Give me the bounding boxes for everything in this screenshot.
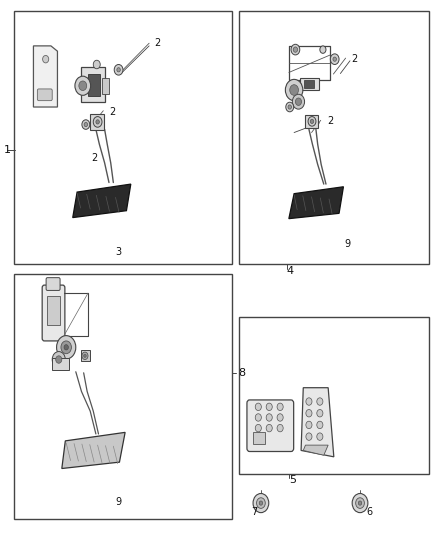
Ellipse shape xyxy=(266,424,272,432)
Bar xyxy=(90,114,104,130)
Ellipse shape xyxy=(317,421,323,429)
Text: 7: 7 xyxy=(252,507,258,517)
Ellipse shape xyxy=(257,498,265,508)
Bar xyxy=(253,432,265,444)
Bar xyxy=(304,80,314,88)
Text: 9: 9 xyxy=(116,497,122,507)
Ellipse shape xyxy=(317,433,323,440)
Polygon shape xyxy=(289,187,343,219)
Ellipse shape xyxy=(56,356,62,364)
Polygon shape xyxy=(303,445,328,455)
Text: 2: 2 xyxy=(155,38,161,48)
Polygon shape xyxy=(73,184,131,217)
Ellipse shape xyxy=(292,94,304,109)
Ellipse shape xyxy=(84,123,88,127)
Bar xyxy=(14,11,232,264)
Ellipse shape xyxy=(82,352,88,360)
Bar xyxy=(102,78,109,94)
FancyBboxPatch shape xyxy=(46,278,60,290)
FancyBboxPatch shape xyxy=(37,89,52,101)
Text: 5: 5 xyxy=(289,475,296,485)
Ellipse shape xyxy=(255,414,261,421)
Polygon shape xyxy=(33,46,57,107)
Ellipse shape xyxy=(306,398,312,405)
Ellipse shape xyxy=(317,398,323,405)
Bar xyxy=(81,67,106,102)
Bar xyxy=(14,274,232,519)
Ellipse shape xyxy=(291,44,300,55)
Ellipse shape xyxy=(310,119,314,124)
Ellipse shape xyxy=(42,55,49,63)
Ellipse shape xyxy=(57,336,76,359)
Ellipse shape xyxy=(255,403,261,410)
Text: 3: 3 xyxy=(116,247,122,257)
Ellipse shape xyxy=(114,64,123,75)
Bar xyxy=(47,296,60,325)
Ellipse shape xyxy=(64,345,68,350)
Text: 8: 8 xyxy=(238,368,245,378)
Ellipse shape xyxy=(306,433,312,440)
Text: 2: 2 xyxy=(351,54,357,64)
Ellipse shape xyxy=(259,501,263,505)
Ellipse shape xyxy=(75,76,91,95)
Text: 9: 9 xyxy=(345,239,351,248)
Text: 6: 6 xyxy=(367,507,373,517)
Ellipse shape xyxy=(286,79,303,101)
Ellipse shape xyxy=(317,409,323,417)
Bar xyxy=(239,11,428,264)
Ellipse shape xyxy=(82,120,90,130)
Ellipse shape xyxy=(277,414,283,421)
Ellipse shape xyxy=(306,409,312,417)
Ellipse shape xyxy=(308,117,316,126)
FancyBboxPatch shape xyxy=(42,285,65,341)
Ellipse shape xyxy=(290,85,298,95)
Ellipse shape xyxy=(306,421,312,429)
Ellipse shape xyxy=(320,46,326,53)
Ellipse shape xyxy=(352,494,368,513)
Bar xyxy=(305,115,318,128)
Ellipse shape xyxy=(293,47,297,52)
Text: 2: 2 xyxy=(109,107,115,117)
Text: 2: 2 xyxy=(92,152,98,163)
Ellipse shape xyxy=(61,341,71,354)
Ellipse shape xyxy=(255,424,261,432)
Ellipse shape xyxy=(330,54,339,64)
Ellipse shape xyxy=(286,102,293,112)
Ellipse shape xyxy=(356,498,364,508)
Ellipse shape xyxy=(52,352,65,368)
Ellipse shape xyxy=(288,105,291,109)
Bar xyxy=(52,359,69,370)
Text: 2: 2 xyxy=(327,116,333,126)
Ellipse shape xyxy=(96,120,99,124)
Bar xyxy=(300,78,319,90)
Ellipse shape xyxy=(93,60,100,69)
Ellipse shape xyxy=(333,57,336,61)
FancyBboxPatch shape xyxy=(247,400,293,451)
Ellipse shape xyxy=(295,98,301,106)
Ellipse shape xyxy=(93,117,102,127)
Ellipse shape xyxy=(84,354,86,358)
Bar xyxy=(239,317,428,474)
Text: 1: 1 xyxy=(4,144,11,155)
Polygon shape xyxy=(62,432,125,469)
Ellipse shape xyxy=(358,501,362,505)
Bar xyxy=(88,74,100,96)
Polygon shape xyxy=(301,387,334,457)
Bar xyxy=(81,351,90,361)
Text: 4: 4 xyxy=(287,266,294,276)
Ellipse shape xyxy=(253,494,269,513)
Ellipse shape xyxy=(117,68,120,72)
Ellipse shape xyxy=(277,403,283,410)
Ellipse shape xyxy=(266,403,272,410)
Ellipse shape xyxy=(277,424,283,432)
Ellipse shape xyxy=(79,81,87,91)
Ellipse shape xyxy=(266,414,272,421)
